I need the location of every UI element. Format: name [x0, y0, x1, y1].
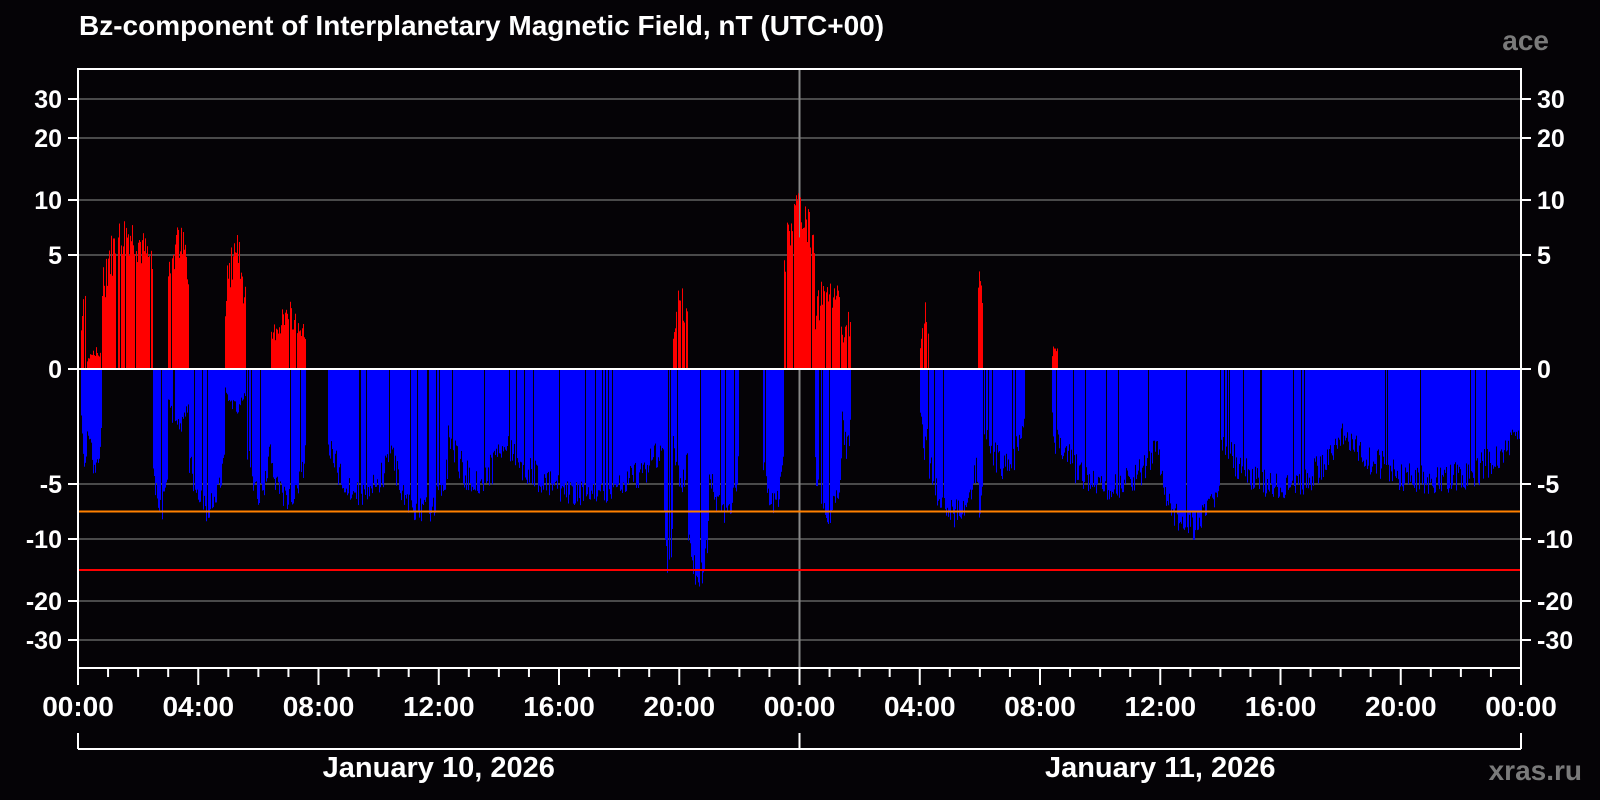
ytick-label-right: 30	[1537, 86, 1565, 114]
source-label: ace	[1502, 25, 1549, 56]
xtick-label: 08:00	[1004, 691, 1076, 722]
xtick-label: 12:00	[403, 691, 475, 722]
xtick-label: 08:00	[283, 691, 355, 722]
xtick-label: 12:00	[1124, 691, 1196, 722]
xtick-label: 20:00	[643, 691, 715, 722]
ytick-label-left: 30	[34, 86, 62, 114]
ytick-label-right: -10	[1537, 526, 1573, 554]
axes	[68, 68, 1531, 750]
ytick-label-left: -20	[26, 588, 62, 616]
ytick-label-left: 5	[48, 242, 62, 270]
date-label-day1: January 10, 2026	[322, 752, 555, 784]
ytick-label-left: 10	[34, 187, 62, 215]
xtick-label: 00:00	[42, 691, 114, 722]
xtick-label: 04:00	[884, 691, 956, 722]
ytick-label-left: -30	[26, 627, 62, 655]
ytick-label-left: -5	[40, 471, 62, 499]
xtick-label: 16:00	[523, 691, 595, 722]
xtick-label: 16:00	[1245, 691, 1317, 722]
ytick-label-right: 20	[1537, 125, 1565, 153]
gridlines	[78, 69, 1521, 668]
xtick-label: 04:00	[162, 691, 234, 722]
ytick-label-left: 0	[48, 356, 62, 384]
ytick-label-right: -30	[1537, 627, 1573, 655]
site-watermark: xras.ru	[1488, 755, 1582, 786]
date-label-day2: January 11, 2026	[1044, 752, 1276, 784]
xtick-label: 00:00	[764, 691, 836, 722]
ytick-label-right: 0	[1537, 356, 1551, 384]
ytick-label-right: -5	[1537, 471, 1559, 499]
chart-title: Bz-component of Interplanetary Magnetic …	[79, 10, 885, 41]
threshold-lines	[78, 510, 1521, 571]
ytick-label-left: -10	[26, 526, 62, 554]
ytick-label-right: -20	[1537, 588, 1573, 616]
ytick-label-right: 5	[1537, 242, 1551, 270]
xtick-label: 20:00	[1365, 691, 1437, 722]
data-bars	[81, 193, 1521, 587]
xtick-label: 00:00	[1485, 691, 1557, 722]
ytick-label-right: 10	[1537, 187, 1565, 215]
axis-labels: 30 30 20 20 10 10 5 5 0 0 -5 -5 -10 -10 -20 -20 -30 -30 00…	[26, 86, 1573, 722]
ytick-label-left: 20	[34, 125, 62, 153]
